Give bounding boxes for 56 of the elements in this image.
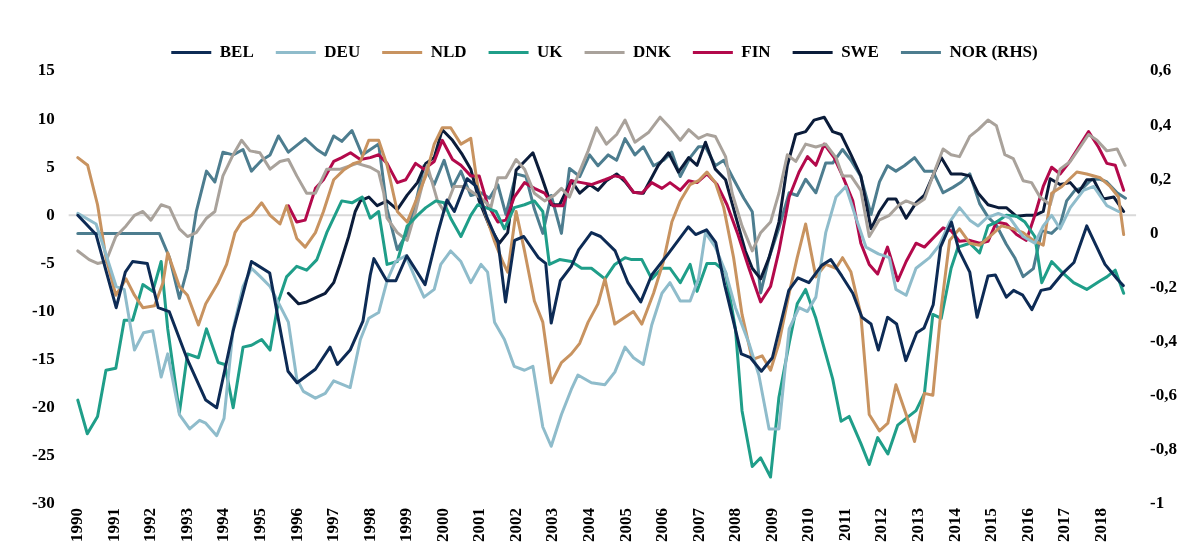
y-tick-label: 0 [46, 204, 55, 224]
x-tick-label: 2011 [834, 508, 854, 542]
y-tick-label: -30 [31, 493, 55, 513]
x-tick-label: 2017 [1054, 507, 1074, 542]
legend-label: NLD [430, 41, 467, 61]
x-tick-label: 1993 [176, 508, 196, 542]
y-tick-label: -15 [31, 349, 55, 369]
y-tick-label: -10 [31, 300, 55, 320]
y2-tick-label: -0,2 [1150, 276, 1178, 296]
y-tick-label: -20 [31, 397, 55, 417]
x-tick-label: 1996 [286, 508, 306, 542]
x-tick-label: 2006 [652, 508, 672, 542]
y-tick-label: 15 [37, 60, 55, 80]
y2-tick-label: -0,8 [1150, 439, 1178, 459]
x-tick-label: 2010 [798, 508, 818, 542]
x-tick-label: 1991 [103, 508, 123, 542]
legend-label: DNK [633, 41, 672, 61]
x-tick-label: 2018 [1090, 508, 1110, 542]
x-tick-label: 2005 [615, 508, 635, 542]
y2-tick-label: -1 [1150, 493, 1165, 513]
legend-label: FIN [741, 41, 772, 61]
x-tick-label: 2007 [688, 507, 708, 542]
legend-label: SWE [841, 41, 879, 61]
x-tick-label: 2009 [761, 508, 781, 542]
x-tick-label: 2013 [907, 508, 927, 542]
x-tick-label: 2003 [542, 508, 562, 542]
x-tick-label: 1995 [249, 508, 269, 542]
x-tick-label: 1992 [140, 508, 160, 542]
x-tick-label: 1998 [359, 508, 379, 542]
x-tick-label: 2004 [578, 507, 598, 542]
y-tick-label: -5 [40, 252, 55, 272]
x-tick-label: 1997 [323, 507, 343, 542]
x-tick-label: 1994 [213, 507, 233, 542]
legend-label: UK [537, 41, 564, 61]
x-tick-label: 2008 [725, 508, 745, 542]
y2-tick-label: -0,6 [1150, 385, 1178, 405]
y2-tick-label: -0,4 [1150, 331, 1178, 351]
y-tick-label: 10 [37, 108, 55, 128]
y2-tick-label: 0,6 [1150, 60, 1172, 80]
x-tick-label: 2014 [944, 507, 964, 542]
y2-tick-label: 0,2 [1150, 168, 1172, 188]
x-tick-label: 1999 [396, 508, 416, 542]
y-tick-label: 5 [46, 156, 55, 176]
x-tick-label: 2001 [469, 508, 489, 542]
y2-tick-label: 0,4 [1150, 114, 1172, 134]
y2-tick-label: 0 [1150, 222, 1159, 242]
x-tick-label: 2012 [871, 508, 891, 542]
x-tick-label: 2015 [981, 508, 1001, 542]
x-tick-label: 1990 [67, 508, 87, 542]
x-tick-label: 2002 [505, 508, 525, 542]
x-tick-label: 2000 [432, 508, 452, 542]
x-tick-label: 2016 [1017, 508, 1037, 542]
y-tick-label: -25 [31, 445, 55, 465]
legend-label: NOR (RHS) [949, 41, 1038, 61]
legend-label: BEL [219, 41, 254, 61]
legend-label: DEU [324, 41, 361, 61]
